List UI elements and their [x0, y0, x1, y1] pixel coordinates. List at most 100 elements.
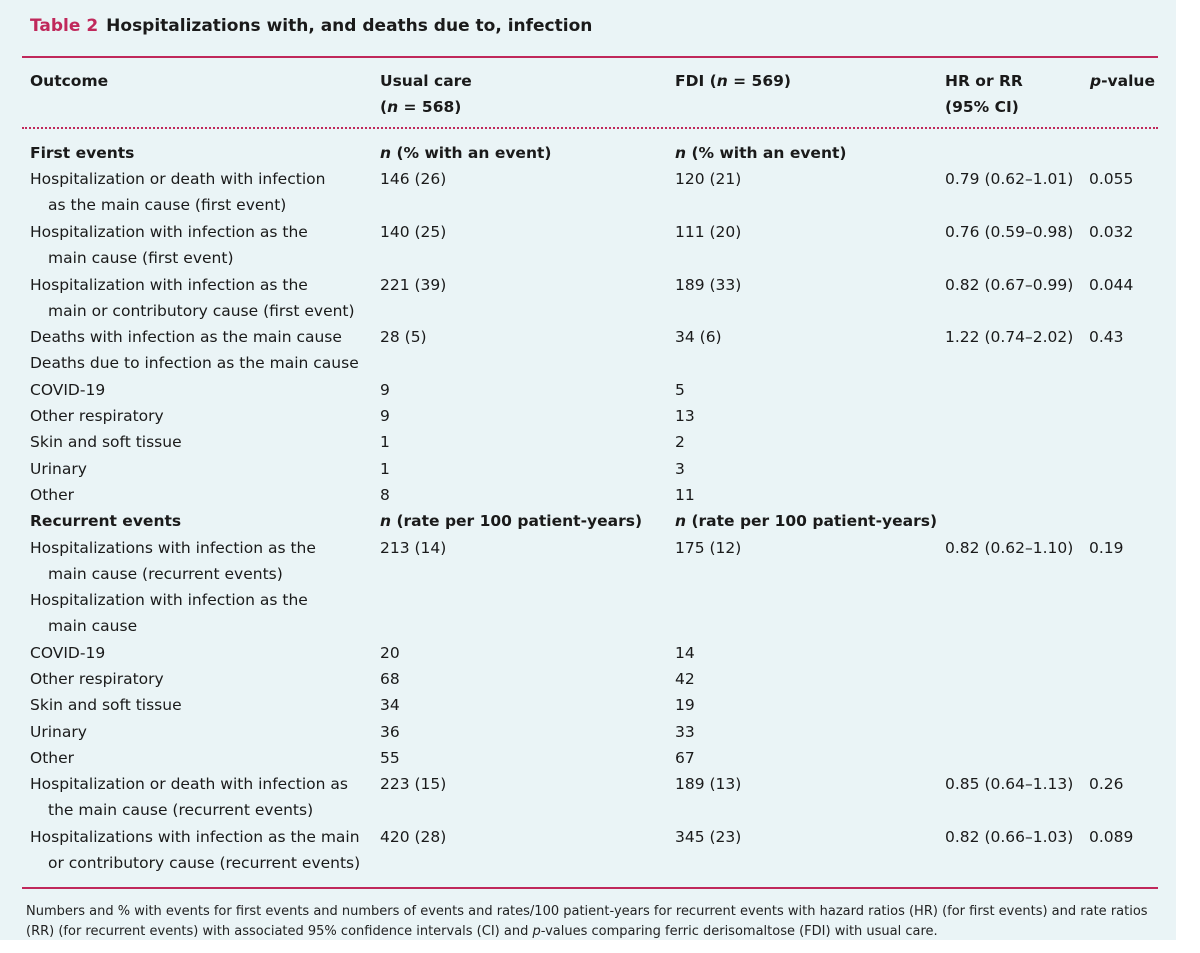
header-usual-care-n: (n = 568) — [380, 98, 462, 116]
top-rule — [22, 56, 1158, 58]
outcome-line: Hospitalizations with infection as the — [30, 538, 316, 557]
outcome-cell: Hospitalizations with infection as the ma… — [30, 535, 316, 587]
usual-care-cell: 9 — [380, 407, 390, 425]
outcome-cell: Hospitalization or death with infection a… — [30, 166, 325, 218]
outcome-line: Urinary — [30, 459, 87, 478]
usual-care-cell: 1 — [380, 433, 390, 452]
usual-care-cell: 20 — [380, 643, 400, 662]
bottom-rule — [22, 887, 1158, 889]
table-title: Table 2 Hospitalizations with, and deaths… — [30, 16, 592, 36]
fdi-cell: 3 — [675, 459, 685, 478]
outcome-cell: COVID-19 — [30, 640, 105, 666]
fdi-cell: 14 — [675, 643, 695, 662]
fdi-cell: 19 — [675, 696, 695, 715]
fdi-cell: n (% with an event) — [675, 144, 847, 162]
usual-care-cell: 146 (26) — [380, 170, 447, 189]
p-value-cell: 0.032 — [1089, 222, 1134, 241]
header-usual-care-label: Usual care — [380, 72, 472, 90]
hr-cell: 1.22 (0.74–2.02) — [945, 328, 1074, 347]
outcome-line: COVID-19 — [30, 380, 106, 399]
usual-care-cell: 34 — [380, 696, 400, 715]
outcome-cell: Hospitalization with infection as the mai… — [30, 587, 308, 639]
usual-care-cell: 1 — [380, 459, 390, 478]
p-value-cell: 0.055 — [1089, 170, 1134, 189]
outcome-cell: Hospitalization with infection as the mai… — [30, 272, 355, 324]
outcome-line: Other — [30, 485, 75, 504]
fdi-cell: 2 — [675, 433, 685, 452]
outcome-line: Deaths with infection as the main cause — [30, 328, 342, 347]
hr-cell: 0.82 (0.62–1.10) — [945, 538, 1074, 557]
usual-care-cell: 9 — [380, 380, 390, 399]
outcome-cell: Other — [30, 745, 74, 771]
section-heading: First events — [30, 140, 134, 166]
fdi-cell: 111 (20) — [675, 222, 742, 241]
outcome-line: Other respiratory — [30, 670, 164, 688]
outcome-line: Recurrent events — [30, 512, 182, 531]
outcome-cell: Other respiratory — [30, 403, 164, 429]
outcome-line: Skin and soft tissue — [30, 433, 182, 452]
outcome-cell: Skin and soft tissue — [30, 692, 182, 718]
outcome-cell: Deaths due to infection as the main caus… — [30, 350, 359, 376]
outcome-cell: COVID-19 — [30, 377, 105, 403]
outcome-line: Hospitalizations with infection as the m… — [30, 827, 360, 846]
header-hr-rr: HR or RR (95% CI) — [945, 68, 1023, 120]
outcome-line: main cause (recurrent events) — [48, 564, 283, 583]
fdi-cell: 34 (6) — [675, 328, 722, 347]
fdi-cell: 175 (12) — [675, 538, 742, 557]
outcome-line: main cause (first event) — [48, 248, 234, 267]
outcome-cell: Urinary — [30, 456, 87, 482]
fdi-cell: n (rate per 100 patient-years) — [675, 512, 938, 531]
outcome-cell: Urinary — [30, 719, 87, 745]
p-value-cell: 0.19 — [1089, 538, 1124, 557]
outcome-line: Skin and soft tissue — [30, 696, 182, 715]
outcome-line: or contributory cause (recurrent events) — [48, 853, 361, 872]
outcome-line: as the main cause (first event) — [48, 196, 287, 215]
header-usual-care: Usual care (n = 568) — [380, 68, 472, 120]
fdi-cell: 11 — [675, 485, 695, 504]
fdi-cell: 120 (21) — [675, 170, 742, 189]
p-value-cell: 0.089 — [1089, 827, 1134, 846]
fdi-cell: 189 (13) — [675, 775, 742, 794]
usual-care-cell: 28 (5) — [380, 328, 427, 347]
outcome-line: Other — [30, 748, 75, 767]
table-footnote: Numbers and % with events for first even… — [26, 904, 1148, 939]
usual-care-cell: 140 (25) — [380, 222, 447, 241]
outcome-line: Urinary — [30, 722, 87, 741]
hr-cell: 0.79 (0.62–1.01) — [945, 170, 1074, 189]
usual-care-cell: 55 — [380, 748, 400, 767]
fdi-cell: 33 — [675, 722, 695, 741]
fdi-cell: 13 — [675, 407, 695, 425]
usual-care-cell: 68 — [380, 670, 400, 688]
outcome-line: the main cause (recurrent events) — [48, 801, 314, 820]
hr-cell: 0.82 (0.67–0.99) — [945, 275, 1074, 294]
outcome-cell: Other — [30, 482, 74, 508]
outcome-cell: Deaths with infection as the main cause — [30, 324, 342, 350]
header-hr-rr-label: HR or RR — [945, 72, 1023, 90]
outcome-line: main or contributory cause (first event) — [48, 301, 355, 320]
usual-care-cell: n (rate per 100 patient-years) — [380, 512, 643, 531]
table-label: Table 2 — [30, 16, 99, 36]
header-fdi: FDI (n = 569) — [675, 72, 791, 90]
outcome-line: Deaths due to infection as the main caus… — [30, 354, 359, 373]
header-divider — [22, 127, 1158, 129]
p-value-cell: 0.044 — [1089, 275, 1134, 294]
fdi-cell: 345 (23) — [675, 827, 742, 846]
usual-care-cell: 36 — [380, 722, 400, 741]
outcome-cell: Other respiratory — [30, 666, 164, 692]
hr-cell: 0.76 (0.59–0.98) — [945, 222, 1074, 241]
outcome-cell: Hospitalization with infection as the mai… — [30, 219, 308, 271]
p-value-cell: 0.26 — [1089, 775, 1124, 794]
section-heading: Recurrent events — [30, 508, 181, 534]
usual-care-cell: 420 (28) — [380, 827, 447, 846]
outcome-cell: Skin and soft tissue — [30, 429, 182, 455]
outcome-line: Hospitalization with infection as the — [30, 275, 308, 294]
hr-cell: 0.82 (0.66–1.03) — [945, 827, 1074, 846]
usual-care-cell: 8 — [380, 485, 390, 504]
outcome-cell: Hospitalizations with infection as the m… — [30, 824, 360, 876]
usual-care-cell: n (% with an event) — [380, 144, 552, 162]
fdi-cell: 5 — [675, 380, 685, 399]
fdi-cell: 42 — [675, 670, 695, 688]
fdi-cell: 189 (33) — [675, 275, 742, 294]
hr-cell: 0.85 (0.64–1.13) — [945, 775, 1074, 794]
header-ci: (95% CI) — [945, 98, 1019, 116]
